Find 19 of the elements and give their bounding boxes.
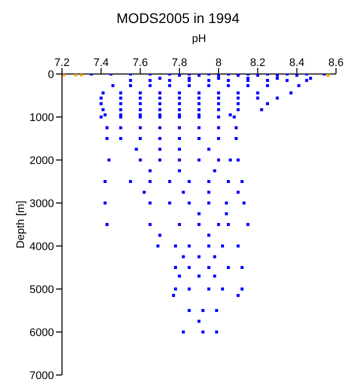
x-tick-label: 7.4 — [93, 57, 109, 69]
y-tick-label: 6000 — [30, 326, 54, 339]
x-tick-label: 7.6 — [132, 57, 148, 69]
y-axis-title: Depth [m] — [14, 200, 27, 248]
chart-title: MODS2005 in 1994 — [116, 9, 240, 28]
y-tick-label: 4000 — [30, 240, 54, 253]
x-tick-label: 8.2 — [250, 57, 266, 69]
x-tick-label: 8 — [216, 57, 222, 69]
y-tick-label: 7000 — [30, 370, 54, 382]
y-tick-label: 0 — [48, 68, 54, 81]
x-tick-label: 7.2 — [54, 57, 70, 69]
x-tick-label: 7.8 — [172, 57, 188, 69]
y-tick-label: 5000 — [30, 284, 54, 296]
x-tick-label: 8.6 — [328, 57, 344, 69]
y-tick-label: 2000 — [30, 154, 54, 167]
x-tick-label: 8.4 — [289, 57, 305, 69]
y-tick-label: 3000 — [30, 198, 54, 210]
x-axis-title: pH — [192, 32, 206, 45]
y-tick-label: 1000 — [30, 112, 54, 124]
